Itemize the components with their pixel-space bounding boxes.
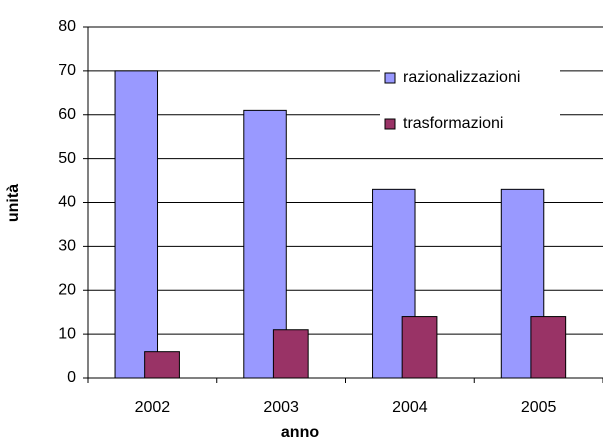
- bar: [401, 316, 438, 379]
- bar: [144, 351, 180, 379]
- legend-label: razionalizzazioni: [403, 69, 520, 86]
- bar: [243, 109, 287, 379]
- legend-label: trasformazioni: [403, 115, 503, 132]
- y-tick-label: 30: [58, 238, 76, 255]
- x-tick-label: 2005: [521, 399, 557, 416]
- x-tick-label: 2004: [392, 399, 428, 416]
- x-tick-label: 2002: [135, 399, 171, 416]
- y-tick-label: 40: [58, 194, 76, 211]
- legend-box: [380, 60, 560, 150]
- x-axis-label: anno: [281, 424, 319, 441]
- y-tick-label: 70: [58, 62, 76, 79]
- y-tick-label: 10: [58, 325, 76, 342]
- bar: [114, 70, 159, 379]
- y-tick-label: 0: [67, 369, 76, 386]
- bar: [530, 316, 567, 379]
- y-tick-label: 60: [58, 106, 76, 123]
- y-tick-label: 80: [58, 18, 76, 35]
- legend-swatch: [384, 118, 396, 130]
- y-axis-label: unità: [5, 184, 22, 222]
- y-tick-label: 50: [58, 150, 76, 167]
- y-tick-label: 20: [58, 281, 76, 298]
- x-tick-label: 2003: [263, 399, 299, 416]
- bar: [272, 329, 309, 379]
- legend-swatch: [384, 72, 396, 84]
